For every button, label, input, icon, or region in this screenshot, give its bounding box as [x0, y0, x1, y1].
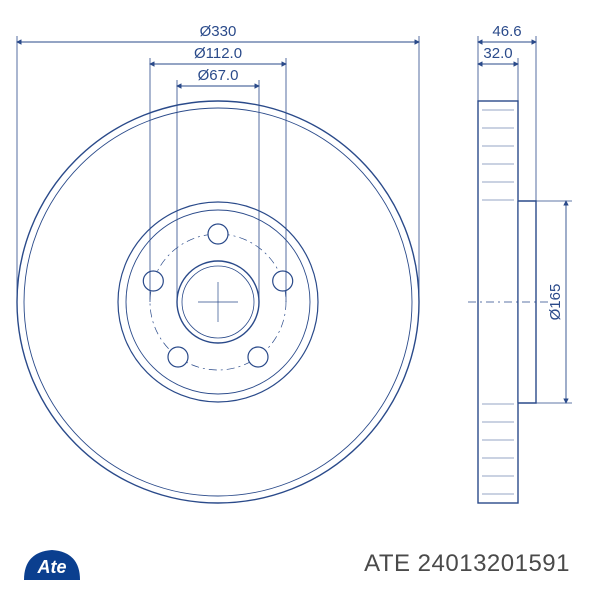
side-view: 46.6 32.0 Ø165 [468, 23, 572, 503]
front-view: Ø330 Ø112.0 Ø67.0 [17, 23, 419, 503]
brand-text: ATE [364, 550, 410, 577]
dim-overall-width: 46.6 [492, 23, 521, 40]
technical-drawing-svg: Ø330 Ø112.0 Ø67.0 [0, 0, 600, 600]
part-number-label: ATE 24013201591 [364, 550, 570, 578]
brand-logo: Ate [22, 546, 82, 582]
dim-hub-diameter: Ø165 [547, 284, 564, 321]
dim-od: Ø330 [200, 23, 237, 40]
part-number-text: 24013201591 [418, 550, 570, 577]
dim-bcd: Ø112.0 [194, 45, 242, 62]
svg-text:Ate: Ate [36, 557, 66, 577]
dim-thickness: 32.0 [483, 45, 512, 62]
dim-bore: Ø67.0 [198, 67, 239, 84]
brake-disc-diagram: Ø330 Ø112.0 Ø67.0 [0, 0, 600, 600]
